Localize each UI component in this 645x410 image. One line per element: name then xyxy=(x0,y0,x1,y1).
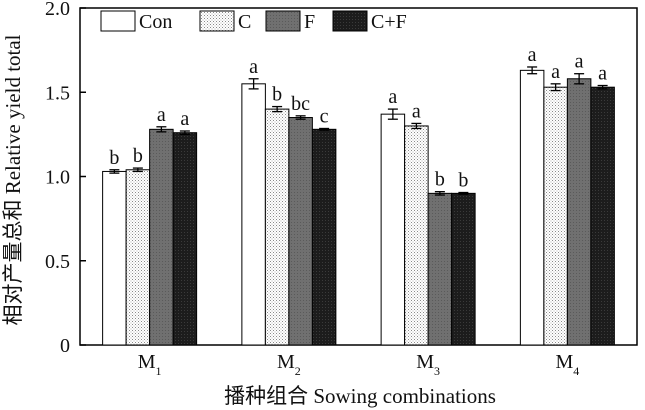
legend-swatch xyxy=(100,10,136,32)
y-axis: 0 0.5 1.0 1.5 2.0 xyxy=(45,0,86,357)
y-axis-label: 相对产量总和 Relative yield total xyxy=(1,34,25,325)
y-tick-label: 2.0 xyxy=(45,0,70,20)
significance-letter: b xyxy=(272,84,282,106)
y-tick-label: 0.5 xyxy=(45,251,70,273)
significance-letter: b xyxy=(458,170,468,192)
bar xyxy=(125,169,151,346)
y-tick-label: 1.5 xyxy=(45,82,70,104)
y-tick-label: 1.0 xyxy=(45,167,70,189)
x-tick-label: M2 xyxy=(277,351,301,378)
legend-swatch xyxy=(199,10,235,32)
x-tick-label: M3 xyxy=(416,351,440,378)
significance-letter: a xyxy=(598,63,607,85)
legend-label: F xyxy=(304,11,315,33)
bar xyxy=(404,125,429,346)
bar xyxy=(241,83,266,346)
legend-swatch xyxy=(332,10,368,32)
bar xyxy=(380,113,406,346)
bar xyxy=(519,69,545,346)
bar xyxy=(543,86,568,346)
legend-label: Con xyxy=(139,11,172,33)
legend-label: C xyxy=(238,11,251,33)
significance-letter: b xyxy=(133,145,143,167)
significance-letter: c xyxy=(320,105,329,127)
significance-letter: bc xyxy=(291,93,310,115)
legend-swatch xyxy=(265,10,301,32)
bar xyxy=(172,132,198,346)
bar xyxy=(427,192,453,346)
significance-letter: a xyxy=(249,56,258,78)
x-axis-label: 播种组合 Sowing combinations xyxy=(224,384,496,408)
significance-letter: b xyxy=(109,147,119,169)
legend-label: C+F xyxy=(371,11,407,33)
significance-letter: a xyxy=(388,86,397,108)
significance-letter: a xyxy=(551,61,560,83)
significance-letter: a xyxy=(180,108,189,130)
bar xyxy=(590,86,615,346)
significance-letter: a xyxy=(575,51,584,73)
bar xyxy=(451,192,476,346)
significance-letter: a xyxy=(528,44,537,66)
bar xyxy=(264,108,290,346)
x-tick-label: M1 xyxy=(138,351,162,378)
x-tick-label: M4 xyxy=(555,351,579,378)
significance-letter: a xyxy=(412,100,421,122)
bar xyxy=(149,128,174,346)
significance-letter: b xyxy=(435,169,445,191)
bar xyxy=(311,128,337,346)
legend: Con C F C+F xyxy=(100,10,407,33)
significance-letter: a xyxy=(157,104,166,126)
y-tick-label: 0 xyxy=(60,335,70,357)
bar xyxy=(566,78,592,346)
bar xyxy=(102,170,127,346)
bar xyxy=(288,117,313,346)
